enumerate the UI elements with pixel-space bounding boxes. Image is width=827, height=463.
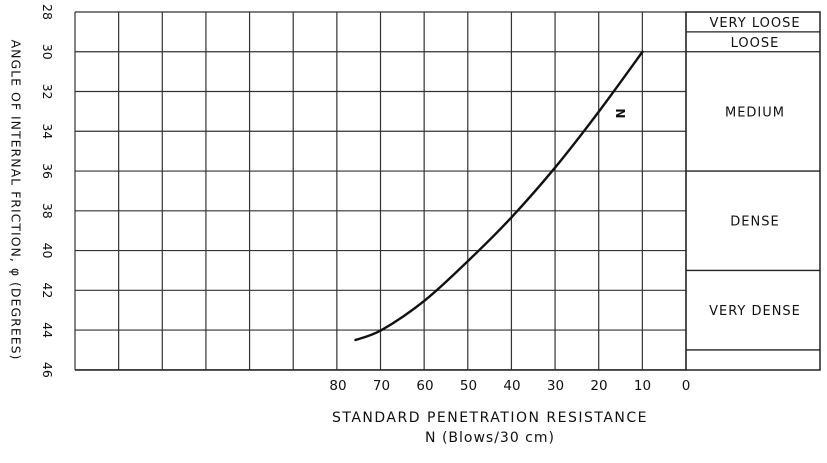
x-tick-label: 30 (547, 378, 564, 394)
density-panel (685, 11, 821, 371)
y-tick-label: 38 (40, 203, 55, 219)
y-tick-label: 46 (40, 362, 55, 378)
y-axis-title: ANGLE OF INTERNAL FRICTION, φ (DEGREES) (8, 39, 24, 361)
series-point-n (554, 165, 557, 169)
y-tick-label: 44 (40, 322, 55, 338)
series-point-n (467, 259, 470, 262)
series-point-n (354, 338, 357, 342)
series-point-n (380, 328, 383, 332)
density-band-label: VERY LOOSE (709, 16, 800, 31)
y-axis-title-container: ANGLE OF INTERNAL FRICTION, φ (DEGREES) (4, 0, 28, 400)
series-point-n (423, 299, 427, 302)
y-tick-label: 34 (40, 123, 55, 139)
series-point-n (597, 110, 601, 113)
x-tick-label: 60 (416, 378, 433, 394)
x-tick-label: 40 (503, 378, 520, 394)
density-band-label: DENSE (730, 215, 779, 230)
y-tick-label: 28 (40, 4, 55, 20)
x-axis-subtitle: N (Blows/30 cm) (425, 430, 555, 446)
x-tick-label: 20 (590, 378, 607, 394)
x-tick-label: 80 (329, 378, 346, 394)
x-axis-title: STANDARD PENETRATION RESISTANCE (331, 410, 648, 426)
x-tick-label: 0 (682, 378, 691, 394)
y-tick-label: 42 (40, 282, 55, 298)
density-band-label: LOOSE (731, 36, 780, 51)
y-tick-label: 36 (40, 163, 55, 179)
density-band-label: VERY DENSE (709, 304, 801, 319)
series-label-n: N (613, 108, 627, 118)
series-line-n (354, 51, 644, 342)
y-tick-label: 30 (40, 44, 55, 60)
series-point-n (510, 215, 514, 218)
x-tick-label: 10 (634, 378, 651, 394)
density-band-label: MEDIUM (725, 105, 785, 120)
x-tick-label: 70 (373, 378, 390, 394)
x-tick-label: 50 (460, 378, 477, 394)
series-point-n (641, 50, 644, 53)
y-tick-label: 32 (40, 84, 55, 100)
y-tick-label: 40 (40, 243, 55, 259)
